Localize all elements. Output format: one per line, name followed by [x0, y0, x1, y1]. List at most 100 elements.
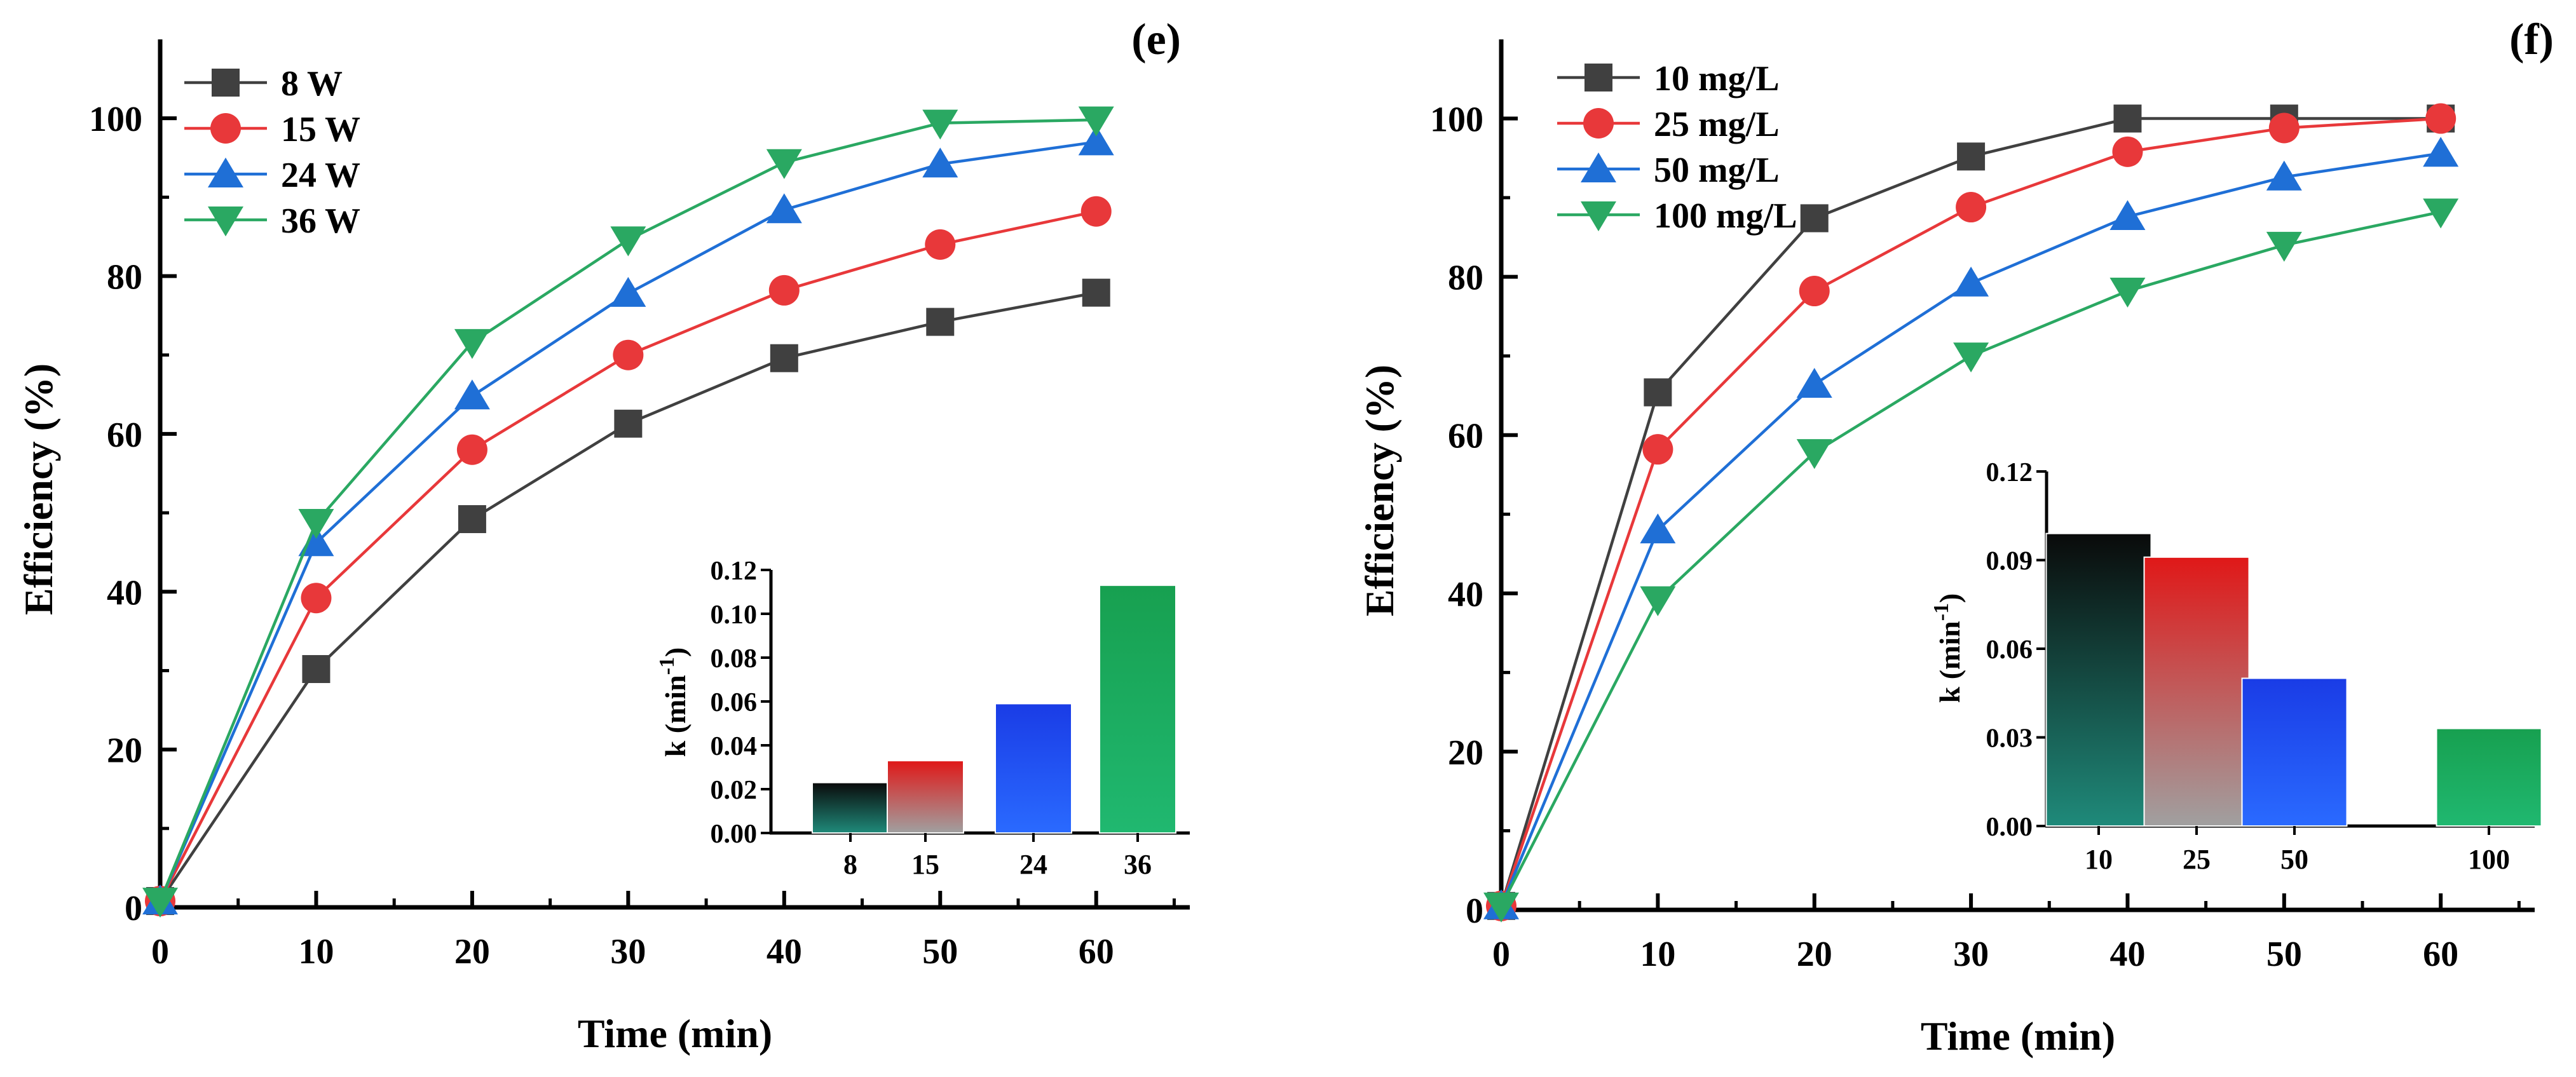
data-point-3-2 [454, 329, 490, 359]
x-tick-label: 10 [298, 932, 334, 972]
legend-label-1: 15 W [281, 110, 360, 149]
data-point-1-3 [613, 339, 644, 370]
data-point-2-3 [610, 276, 646, 307]
data-point-0-5 [926, 308, 955, 336]
inset-bar-2 [2241, 677, 2348, 827]
inset-y-axis-title-close: ) [1933, 593, 1966, 603]
data-point-2-4 [766, 193, 802, 224]
x-axis-title: Time (min) [1921, 1013, 2115, 1059]
inset-y-tick-label: 0.12 [1986, 458, 2033, 487]
y-axis-title: Efficiency (%) [16, 363, 61, 615]
data-point-0-3 [614, 409, 643, 438]
data-point-0-4 [2113, 104, 2142, 133]
legend-label-2: 50 mg/L [1654, 151, 1780, 190]
y-tick-label: 100 [1430, 100, 1483, 140]
legend-marker-0 [212, 69, 240, 97]
inset-y-tick-label: 0.08 [711, 644, 758, 674]
legend-label-3: 100 mg/L [1654, 196, 1797, 236]
data-point-3-6 [2423, 198, 2459, 229]
legend-label-3: 36 W [281, 201, 360, 241]
x-tick-label: 10 [1640, 935, 1675, 974]
x-tick-label: 40 [2109, 935, 2145, 974]
inset-y-tick-label: 0.06 [711, 688, 758, 717]
panel-e: (e) 0 20 40 60 80 100 0 10 20 30 40 50 60 Time (min) Ef… [16, 15, 1190, 1056]
data-point-1-2 [1799, 276, 1830, 307]
data-point-0-4 [770, 344, 798, 372]
y-tick-label: 60 [1448, 417, 1483, 456]
inset-category-label-2: 24 [1019, 849, 1047, 880]
legend-label-0: 8 W [281, 64, 343, 104]
x-tick-label: 0 [151, 932, 169, 972]
data-point-2-1 [1640, 513, 1676, 544]
inset-category-label-3: 100 [2468, 844, 2510, 875]
panel-label: (e) [1131, 15, 1181, 64]
data-point-1-4 [2112, 136, 2143, 167]
x-axis-title: Time (min) [578, 1011, 772, 1056]
y-tick-label: 80 [107, 258, 142, 297]
data-point-3-0 [142, 888, 178, 918]
y-tick-label: 40 [1448, 575, 1483, 614]
inset-y-axis-title-sup: -1 [1930, 603, 1953, 621]
data-point-2-5 [2266, 160, 2302, 191]
inset-y-tick-label: 0.12 [711, 557, 758, 586]
inset-category-label-1: 15 [911, 849, 939, 880]
data-point-0-1 [1644, 378, 1672, 407]
data-point-2-6 [2423, 137, 2459, 167]
data-point-3-5 [2266, 231, 2302, 262]
inset-y-axis-title-main: k (min [659, 675, 692, 757]
legend-marker-3 [208, 207, 243, 236]
data-point-3-4 [766, 149, 802, 179]
data-point-1-5 [925, 229, 956, 260]
data-point-3-2 [1796, 439, 1832, 470]
data-point-3-1 [298, 508, 334, 539]
data-point-3-6 [1078, 106, 1114, 137]
legend-label-1: 25 mg/L [1654, 105, 1780, 144]
data-point-2-4 [2109, 200, 2146, 230]
data-point-0-2 [458, 505, 486, 534]
inset-category-label-3: 36 [1124, 849, 1152, 880]
inset-y-axis-title-close: ) [659, 647, 692, 657]
data-point-2-3 [1953, 266, 1989, 297]
data-point-3-0 [1483, 892, 1519, 923]
inset-y-axis-title: k (min-1) [655, 647, 692, 757]
legend-marker-1 [1583, 108, 1614, 139]
data-point-1-1 [1642, 434, 1673, 465]
inset-bar-0 [812, 782, 889, 834]
panel-label: (f) [2509, 15, 2554, 64]
inset-category-label-2: 50 [2280, 844, 2308, 875]
inset-bar-3 [2436, 728, 2542, 827]
inset-y-axis-title-sup: -1 [655, 657, 679, 675]
inset-y-tick-label: 0.03 [1986, 724, 2033, 754]
data-point-0-6 [1082, 278, 1110, 307]
inset-y-tick-label: 0.06 [1986, 635, 2033, 665]
inset-category-label-0: 10 [2085, 844, 2113, 875]
y-tick-label: 100 [89, 100, 142, 139]
data-point-0-1 [302, 654, 331, 683]
inset-y-tick-label: 0.02 [711, 776, 758, 805]
x-tick-label: 60 [2423, 935, 2458, 974]
legend-marker-2 [208, 158, 243, 187]
data-point-1-3 [1956, 192, 1987, 223]
x-tick-label: 0 [1492, 935, 1510, 974]
legend-marker-1 [210, 113, 241, 144]
inset-y-tick-label: 0.00 [711, 820, 758, 849]
legend-label-2: 24 W [281, 156, 360, 195]
y-tick-label: 80 [1448, 259, 1483, 298]
data-point-1-4 [768, 274, 800, 306]
inset-bar-2 [995, 703, 1072, 834]
x-tick-label: 30 [610, 932, 646, 972]
data-point-1-6 [1080, 196, 1112, 227]
x-tick-label: 60 [1079, 932, 1114, 972]
y-tick-label: 0 [125, 889, 142, 928]
inset-bar-0 [2045, 532, 2152, 827]
data-point-3-1 [1640, 586, 1676, 616]
x-tick-label: 20 [1797, 935, 1832, 974]
legend-label-0: 10 mg/L [1654, 59, 1780, 98]
legend-marker-0 [1584, 64, 1612, 91]
legend-marker-3 [1581, 201, 1616, 231]
inset-y-axis-title: k (min-1) [1930, 593, 1966, 703]
inset-bar-3 [1099, 585, 1176, 834]
inset-y-tick-label: 0.09 [1986, 547, 2033, 576]
inset-bar-1 [2143, 556, 2250, 827]
data-point-3-3 [610, 226, 646, 257]
